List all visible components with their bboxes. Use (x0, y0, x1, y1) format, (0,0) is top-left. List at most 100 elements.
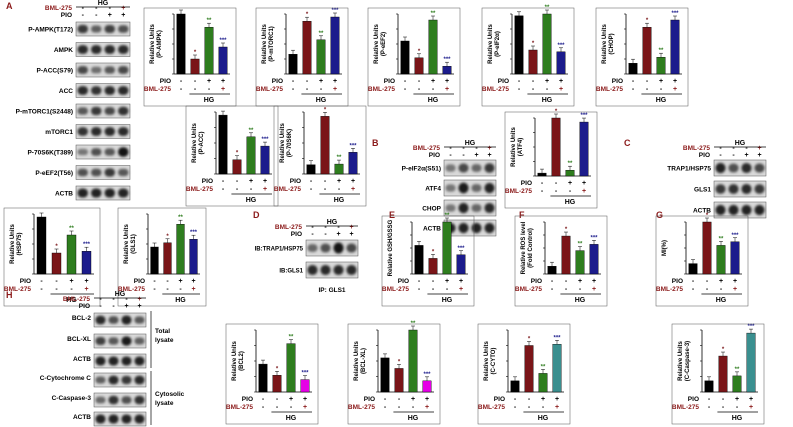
panel-letter: E (389, 210, 395, 220)
blot-band (77, 127, 89, 136)
bml-label: BML-275 (382, 286, 409, 293)
pio-sign: + (178, 278, 182, 285)
y-axis-label: (P-70S6K) (287, 129, 293, 157)
bml-sign: - (449, 145, 452, 152)
bml-sign: - (208, 86, 211, 93)
blot-band (117, 188, 129, 198)
blot-strip (75, 165, 131, 180)
bar (302, 21, 312, 75)
total-lysate-label: Total (155, 328, 170, 335)
bml-sign: - (418, 86, 421, 93)
bar (320, 116, 330, 175)
pio-sign: + (249, 178, 253, 185)
significance-label: *** (580, 113, 588, 119)
panel-frame (225, 323, 319, 425)
pio-label: PIO (429, 152, 440, 159)
hg-label: HG (428, 97, 439, 104)
pio-sign: - (99, 303, 102, 310)
bml-sign: + (673, 86, 677, 93)
blot-band (77, 148, 89, 156)
pio-label: PIO (160, 78, 171, 85)
pio-sign: + (445, 278, 449, 285)
blot-band (90, 45, 102, 54)
pio-sign: - (153, 278, 156, 285)
blot-band (484, 202, 495, 214)
blot-band (95, 336, 106, 346)
blot-band (728, 204, 739, 216)
bml-label: BML-275 (596, 86, 623, 93)
pio-label: PIO (364, 396, 375, 403)
blot-background (75, 124, 131, 139)
significance-label: * (324, 107, 327, 113)
blot-band (715, 184, 726, 194)
blot-band (346, 243, 357, 253)
blot-band (77, 107, 89, 115)
bar (400, 40, 410, 75)
y-axis-label: (P-eEF2) (381, 32, 387, 56)
bar (190, 58, 200, 75)
blot-background (443, 159, 497, 177)
hg-label: HG (334, 197, 345, 204)
bar (81, 250, 92, 275)
blot-label: IB:TRAP1/HSP75 (255, 247, 304, 253)
pio-sign: + (137, 303, 141, 310)
bml-sign: - (551, 286, 554, 293)
bar (334, 163, 344, 175)
blot-band (104, 148, 116, 156)
blot-band (108, 316, 119, 324)
bml-sign: + (445, 86, 449, 93)
pio-sign: - (180, 78, 183, 85)
hg-label: HG (465, 140, 476, 147)
bar (456, 254, 466, 275)
panel-frame (117, 207, 207, 307)
y-axis-label: (GLS1) (131, 234, 137, 254)
chart-panel: Relative Units (C-CYTO)******PIOBML-275--… (477, 323, 571, 425)
blot-band (445, 184, 456, 192)
pio-sign: + (108, 12, 112, 19)
pio-sign: - (449, 152, 452, 159)
blot-strip (75, 124, 131, 139)
pio-label: PIO (384, 78, 395, 85)
y-axis-label: (P-ACC) (199, 132, 205, 155)
blot-band (445, 164, 456, 172)
bar (428, 19, 438, 75)
blot-band (117, 45, 129, 54)
hg-label: HG (286, 415, 297, 422)
bml-sign: - (236, 186, 239, 193)
blot-band (121, 414, 132, 424)
blot-band (108, 375, 119, 385)
pio-label: PIO (202, 178, 213, 185)
significance-label: *** (301, 371, 309, 377)
significance-label: ** (568, 161, 573, 167)
blot-band (104, 107, 116, 115)
blot-band (77, 45, 89, 54)
bml-label: BML-275 (656, 286, 683, 293)
bml-sign: - (732, 145, 735, 152)
pio-label: PIO (688, 396, 699, 403)
bar (422, 380, 432, 393)
y-axis-label: Relative Units (150, 24, 156, 64)
blot-background (75, 62, 131, 78)
bar (316, 39, 326, 75)
bar (746, 332, 756, 393)
chart-panel: Relative Units (P-AMPK) ******PIOBML-275--… (143, 7, 237, 107)
bar (414, 57, 424, 75)
bml-sign: + (425, 404, 429, 411)
blot-band (484, 222, 495, 234)
bar (300, 379, 310, 393)
bar (542, 13, 552, 75)
significance-label: * (166, 234, 169, 240)
bml-sign: - (719, 145, 722, 152)
blot-band (458, 163, 469, 173)
total-lysate-label: lysate (155, 337, 174, 344)
bml-sign: - (528, 404, 531, 411)
significance-label: *** (349, 143, 357, 149)
bml-label: BML-275 (672, 404, 699, 411)
blot-background (713, 159, 767, 177)
blot-label: TRAP1/HSP75 (667, 166, 711, 173)
significance-label: ** (319, 31, 324, 37)
bml-label: BML-275 (482, 86, 509, 93)
pio-sign: + (568, 180, 572, 187)
blot-band (104, 188, 116, 198)
